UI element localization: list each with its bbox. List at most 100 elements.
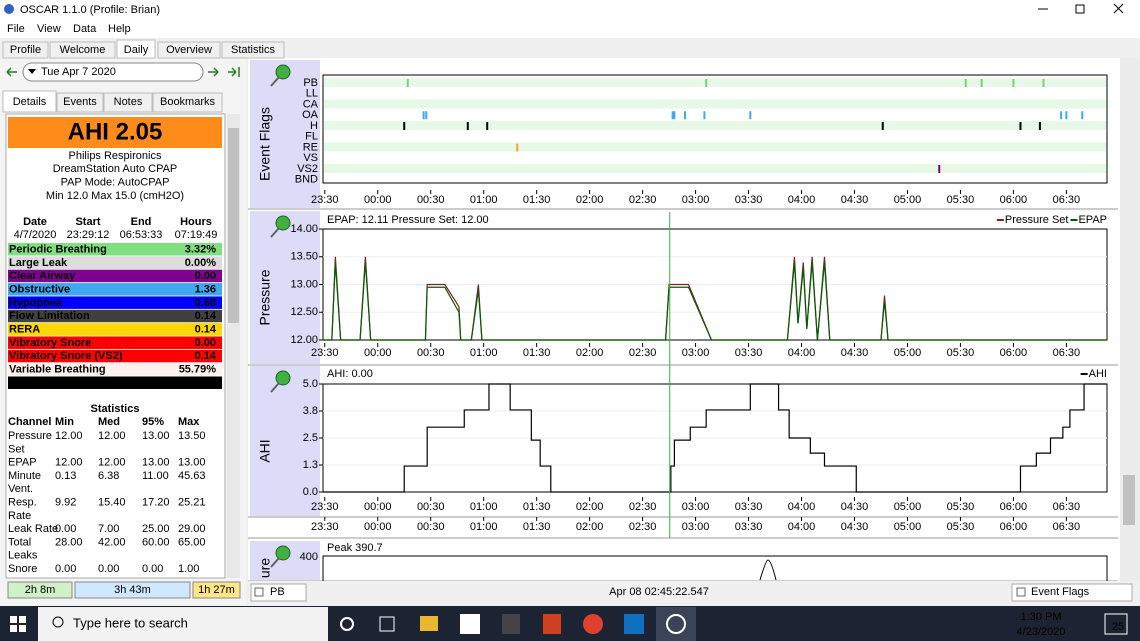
tab-label: Daily <box>124 44 149 56</box>
tab[interactable] <box>157 41 221 59</box>
last-day[interactable] <box>228 67 240 77</box>
index-row <box>8 323 222 336</box>
index-value: 0.14 <box>195 324 217 336</box>
pin-needle <box>270 76 280 87</box>
machine-info: DreamStation Auto CPAP <box>53 163 178 175</box>
y-tick-label: 0.0 <box>303 486 318 498</box>
x-tick-label: 02:00 <box>576 194 604 206</box>
session-value: 4/7/2020 <box>14 229 57 241</box>
stats-value: 25.00 <box>142 523 170 535</box>
session-header: Hours <box>180 216 212 228</box>
amazon-icon[interactable] <box>460 614 480 634</box>
next-day[interactable] <box>208 67 219 77</box>
channel-line: Set <box>8 443 25 455</box>
tab[interactable] <box>221 41 285 59</box>
stats-value: 0.13 <box>55 470 76 482</box>
detail-tab[interactable] <box>103 92 153 113</box>
stats-header: Channel <box>8 416 51 428</box>
explorer-icon[interactable] <box>420 616 438 631</box>
detail-tab[interactable] <box>152 92 223 113</box>
start-button[interactable] <box>10 616 26 632</box>
pin-icon[interactable] <box>275 370 291 386</box>
y-tick-label: 12.50 <box>290 306 318 318</box>
tab[interactable] <box>49 41 116 59</box>
x-tick-label: 04:30 <box>841 347 869 359</box>
pin-needle <box>270 382 280 393</box>
tab[interactable] <box>2 41 49 59</box>
event-row-bg <box>324 78 1106 87</box>
detail-tab-label: Notes <box>114 96 143 108</box>
legend-label: AHI <box>1089 368 1107 380</box>
pin-icon[interactable] <box>275 215 291 231</box>
oscar-taskbar-item[interactable] <box>656 607 696 641</box>
chart-axis-label: Pressure <box>257 269 273 325</box>
stats-value: 12.00 <box>98 457 126 469</box>
x-tick-label: 05:30 <box>947 501 975 513</box>
x-tick-label: 02:30 <box>629 347 657 359</box>
detail-tab[interactable] <box>56 92 104 113</box>
x-tick-label: 01:30 <box>523 501 551 513</box>
title-bar <box>0 0 1140 19</box>
stats-channel: Leak Rate <box>8 523 58 535</box>
menu-item: File <box>7 23 25 35</box>
chrome-icon[interactable] <box>583 614 603 634</box>
x-tick-label: 00:00 <box>364 347 392 359</box>
x-tick-label: 05:30 <box>947 347 975 359</box>
index-name: Large Leak <box>9 257 68 269</box>
x-tick-label: 00:30 <box>417 521 445 533</box>
x-tick-label: 02:30 <box>629 521 657 533</box>
app-icon-2[interactable] <box>502 614 520 634</box>
time-bar <box>74 581 191 599</box>
date-picker[interactable] <box>22 62 204 82</box>
tab-label: Statistics <box>231 44 276 56</box>
machine-info: Min 12.0 Max 15.0 (cmH2O) <box>46 190 184 202</box>
x-tick-label: 03:00 <box>682 521 710 533</box>
event-row-label: PB <box>303 77 318 89</box>
chart-sidebar <box>250 60 320 208</box>
detail-tab-label: Bookmarks <box>160 96 216 108</box>
x-tick-label: 03:00 <box>682 501 710 513</box>
index-value: 0.00% <box>185 377 216 389</box>
maximize-button[interactable] <box>1075 4 1085 14</box>
view-combo[interactable] <box>1011 583 1133 602</box>
pin-icon[interactable] <box>275 545 291 561</box>
stats-header: Max <box>178 416 200 428</box>
detail-tab[interactable] <box>2 90 57 113</box>
event-row-label: VS2 <box>297 163 318 175</box>
x-tick-label: 05:30 <box>947 521 975 533</box>
cortana[interactable] <box>340 617 354 631</box>
scroll-thumb[interactable] <box>228 128 239 323</box>
prev-day[interactable] <box>6 67 17 77</box>
notification-button[interactable] <box>1104 613 1128 635</box>
index-value: 1.36 <box>195 283 216 295</box>
task-view[interactable] <box>379 616 395 632</box>
index-value: 0.14 <box>195 350 217 362</box>
stats-value: 0.00 <box>55 563 76 575</box>
graph-scrollbar[interactable] <box>1120 58 1140 581</box>
search-box[interactable] <box>38 607 328 641</box>
index-value: 3.32% <box>185 243 216 255</box>
graph-scroll-thumb[interactable] <box>1123 475 1135 525</box>
session-value: 06:53:33 <box>120 229 163 241</box>
index-name: Hypopnea <box>9 297 63 309</box>
stats-value: 13.00 <box>142 430 170 442</box>
outlook-icon[interactable] <box>624 614 644 634</box>
tab[interactable] <box>116 39 156 59</box>
close-button[interactable] <box>1113 3 1124 14</box>
x-tick-label: 02:00 <box>576 347 604 359</box>
stats-channel: Snore <box>8 563 37 575</box>
channel-line: Rate <box>8 510 31 522</box>
session-header: Start <box>75 216 100 228</box>
channel-combo[interactable] <box>250 583 307 602</box>
channel-line: Total <box>8 536 31 548</box>
stats-value: 15.40 <box>98 496 126 508</box>
stats-value: 11.00 <box>142 470 169 482</box>
event-row-bg <box>324 110 1106 120</box>
chart-title: EPAP: 12.11 Pressure Set: 12.00 <box>327 214 489 226</box>
office-icon[interactable] <box>543 614 561 634</box>
index-name: Periodic Breathing <box>9 243 107 255</box>
stats-value: 12.00 <box>55 430 83 442</box>
tab-label: Welcome <box>60 44 106 56</box>
pin-icon[interactable] <box>275 64 291 80</box>
x-tick-label: 00:00 <box>364 501 392 513</box>
